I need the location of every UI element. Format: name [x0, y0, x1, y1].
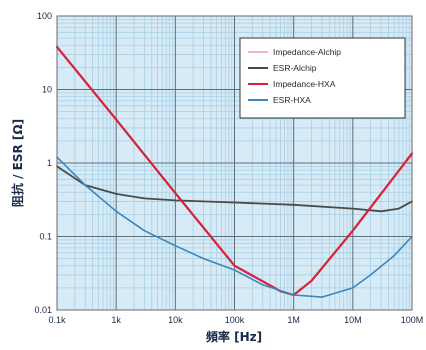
legend: Impedance-Alchip ESR-Alchip Impedance-HXA E…: [239, 37, 406, 119]
plot-frame: [56, 15, 413, 311]
x-tick-label: 1M: [287, 315, 300, 325]
x-axis-title: 頻率 [Hz]: [206, 329, 262, 344]
legend-label: ESR-Alchip: [273, 63, 317, 73]
y-tick-label: 10: [42, 85, 52, 95]
series-layer: [55, 45, 414, 298]
x-tick-label: 10k: [168, 315, 183, 325]
x-tick-label: 0.1k: [48, 315, 66, 325]
x-tick-label: 100M: [401, 315, 424, 325]
legend-items: Impedance-Alchip ESR-Alchip Impedance-HXA E…: [248, 47, 341, 105]
y-axis-title: 阻抗 / ESR [Ω]: [10, 119, 25, 207]
legend-label: Impedance-Alchip: [273, 47, 341, 57]
series-line-esr-alchip: [56, 165, 413, 213]
series-line-esr-hxa: [56, 156, 413, 298]
x-tick-labels: 0.1k 1k 10k 100k 1M 10M 100M: [48, 315, 423, 325]
legend-label: Impedance-HXA: [273, 79, 336, 89]
y-tick-label: 0.1: [39, 232, 52, 242]
y-tick-label: 0.01: [34, 305, 52, 315]
x-tick-label: 1k: [111, 315, 121, 325]
legend-label: ESR-HXA: [273, 95, 311, 105]
y-tick-label: 1: [47, 158, 52, 168]
y-tick-label: 100: [37, 11, 52, 21]
y-tick-labels: 0.01 0.1 1 10 100: [34, 11, 52, 315]
x-tick-label: 10M: [344, 315, 362, 325]
x-tick-label: 100k: [225, 315, 245, 325]
